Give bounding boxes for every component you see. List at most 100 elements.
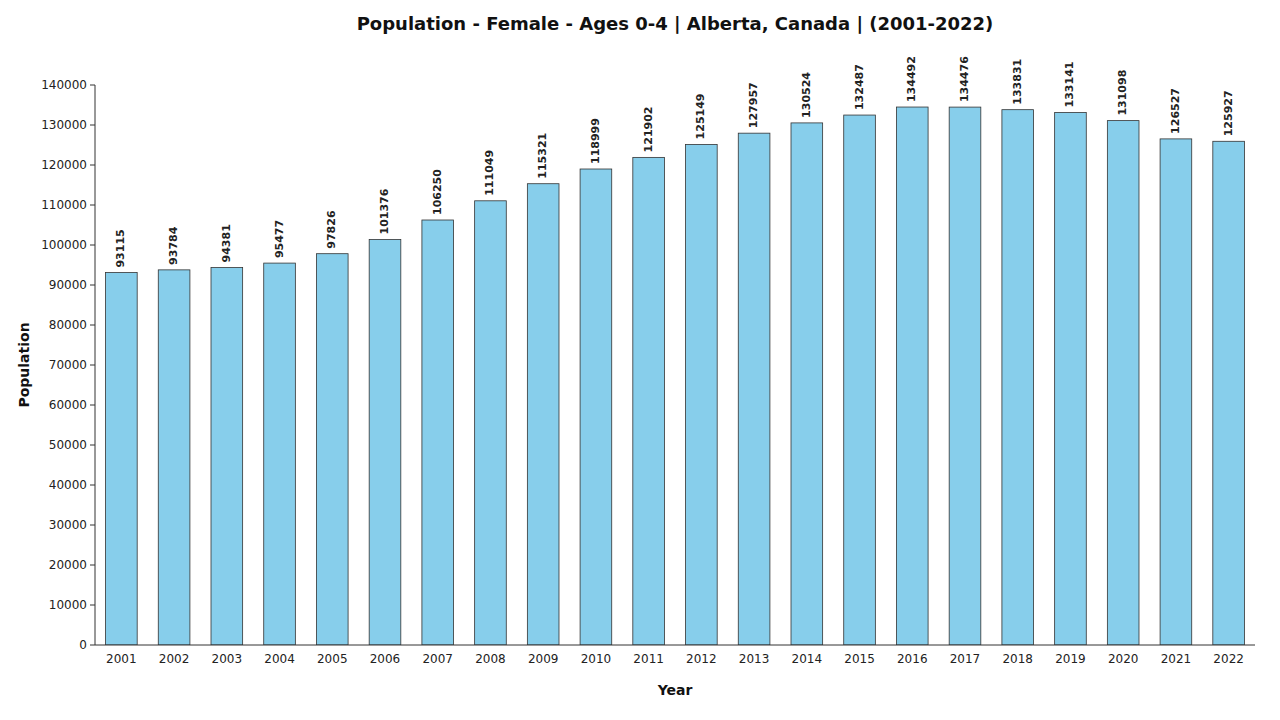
y-axis-label: Population [16, 322, 32, 407]
bar [264, 263, 296, 645]
y-tick-label: 80000 [49, 318, 87, 332]
bar [844, 115, 876, 645]
y-tick-label: 130000 [41, 118, 87, 132]
y-tick [90, 565, 95, 566]
bar [791, 123, 823, 645]
y-tick [90, 245, 95, 246]
x-tick-label: 2012 [686, 652, 717, 666]
data-label: 133141 [1063, 61, 1076, 107]
y-tick [90, 405, 95, 406]
bar [475, 201, 507, 645]
y-tick-label: 30000 [49, 518, 87, 532]
data-label: 132487 [853, 64, 866, 110]
bar [896, 107, 928, 645]
y-tick-label: 10000 [49, 598, 87, 612]
data-label: 106250 [431, 169, 444, 215]
x-tick-label: 2007 [422, 652, 453, 666]
data-labels: 9311593784943819547797826101376106250111… [114, 56, 1234, 268]
y-tick-label: 90000 [49, 278, 87, 292]
data-label: 118999 [589, 118, 602, 164]
y-tick [90, 485, 95, 486]
bar [1055, 112, 1087, 645]
title: Population - Female - Ages 0-4 | Alberta… [357, 13, 994, 34]
y-tick [90, 365, 95, 366]
x-tick-label: 2018 [1002, 652, 1033, 666]
data-label: 93115 [114, 229, 127, 267]
bar [686, 144, 718, 645]
axes: 0 10000 20000 30000 40000 50000 60000 70000 8000… [41, 78, 1255, 667]
bar [211, 267, 243, 645]
bar [1213, 141, 1245, 645]
x-axis-label: Year [657, 682, 693, 698]
x-tick-label: 2008 [475, 652, 506, 666]
data-label: 131098 [1116, 70, 1129, 116]
data-label: 133831 [1011, 59, 1024, 105]
bar [316, 254, 348, 645]
y-tick-label: 110000 [41, 198, 87, 212]
data-label: 125149 [694, 93, 707, 139]
y-tick-label: 50000 [49, 438, 87, 452]
data-label: 95477 [273, 220, 286, 258]
y-tick-label: 0 [79, 638, 87, 652]
y-tick [90, 205, 95, 206]
bar [949, 107, 981, 645]
y-tick [90, 605, 95, 606]
y-tick-label: 20000 [49, 558, 87, 572]
x-tick-label: 2005 [317, 652, 348, 666]
x-tick-label: 2021 [1161, 652, 1192, 666]
x-tick-label: 2010 [581, 652, 612, 666]
y-tick-label: 60000 [49, 398, 87, 412]
bar [527, 184, 559, 645]
y-tick-label: 40000 [49, 478, 87, 492]
x-tick-label: 2016 [897, 652, 928, 666]
bar [369, 239, 401, 645]
x-tick-label: 2019 [1055, 652, 1086, 666]
chart-container: 0 10000 20000 30000 40000 50000 60000 70000 8000… [0, 0, 1280, 720]
data-label: 97826 [325, 210, 338, 249]
x-tick-label: 2002 [159, 652, 190, 666]
page: {"chart_data": {"type": "bar", "title": … [0, 0, 1280, 720]
bar [1160, 139, 1192, 645]
y-tick [90, 445, 95, 446]
bar [422, 220, 454, 645]
x-tick-label: 2013 [739, 652, 770, 666]
data-label: 130524 [800, 72, 813, 118]
x-axis-line [95, 645, 1255, 646]
data-label: 134476 [958, 56, 971, 102]
data-label: 127957 [747, 82, 760, 128]
x-tick-label: 2006 [370, 652, 401, 666]
bar [1107, 121, 1139, 645]
y-tick-label: 140000 [41, 78, 87, 92]
y-tick [90, 325, 95, 326]
data-label: 125927 [1222, 90, 1235, 136]
x-tick-label: 2014 [792, 652, 823, 666]
y-tick [90, 645, 95, 646]
x-tick-label: 2011 [633, 652, 664, 666]
bar [633, 157, 665, 645]
bar [738, 133, 770, 645]
x-tick-label: 2009 [528, 652, 559, 666]
data-label: 101376 [378, 188, 391, 234]
y-tick-label: 70000 [49, 358, 87, 372]
y-tick-label: 120000 [41, 158, 87, 172]
y-tick [90, 85, 95, 86]
data-label: 134492 [905, 56, 918, 102]
y-tick [90, 125, 95, 126]
data-label: 126527 [1169, 88, 1182, 134]
data-label: 121902 [642, 106, 655, 152]
x-tick-label: 2015 [844, 652, 875, 666]
bar [158, 270, 190, 645]
x-tick-label: 2003 [212, 652, 243, 666]
y-tick [90, 285, 95, 286]
data-label: 93784 [167, 226, 180, 265]
data-label: 111049 [483, 150, 496, 196]
bar [1002, 110, 1034, 645]
y-tick [90, 525, 95, 526]
chart-svg: 0 10000 20000 30000 40000 50000 60000 70000 8000… [0, 0, 1280, 720]
data-label: 115321 [536, 133, 549, 179]
x-tick-label: 2004 [264, 652, 295, 666]
bars [106, 107, 1245, 645]
bar [580, 169, 612, 645]
x-tick-label: 2017 [950, 652, 981, 666]
y-tick-label: 100000 [41, 238, 87, 252]
